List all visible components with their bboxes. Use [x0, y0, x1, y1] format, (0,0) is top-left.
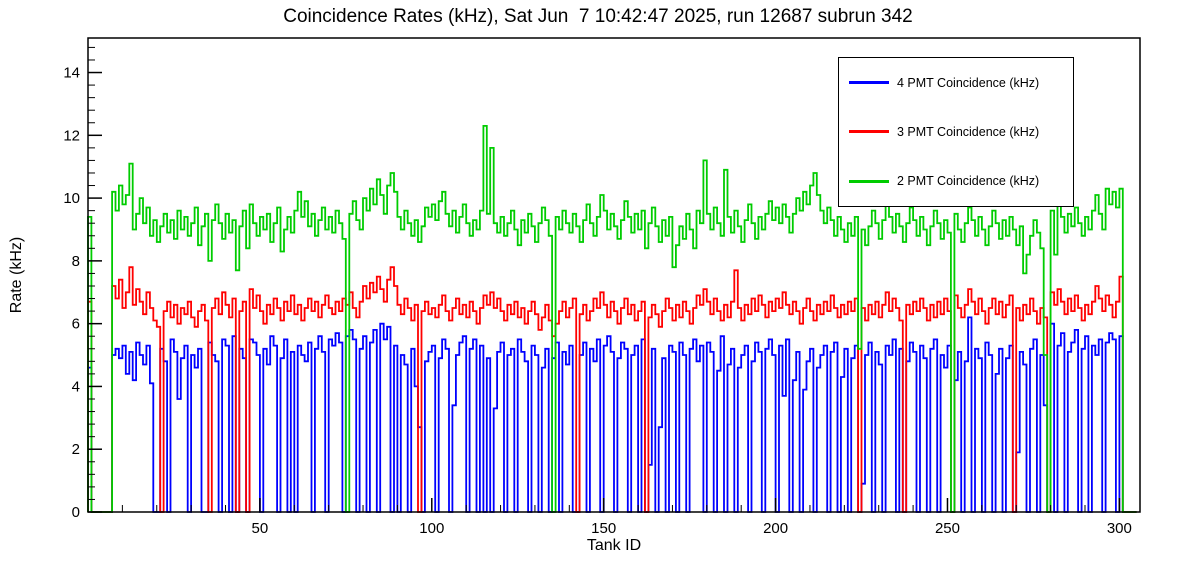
legend-entry-2pmt: 2 PMT Coincidence (kHz): [839, 174, 1073, 188]
tick-label: 14: [63, 65, 80, 82]
tick-label: 2: [72, 441, 80, 458]
tick-label: 100: [419, 520, 444, 537]
tick-label: 10: [63, 190, 80, 207]
tick-label: 250: [935, 520, 960, 537]
tick-label: 0: [72, 504, 80, 521]
series-path-1: [87, 266, 1137, 513]
tick-label: 4: [72, 378, 80, 395]
legend-label-4pmt: 4 PMT Coincidence (kHz): [897, 75, 1040, 90]
tick-label: 300: [1107, 520, 1132, 537]
series-path-2: [87, 125, 1137, 513]
tick-label: 200: [763, 520, 788, 537]
legend-line-icon: [849, 81, 889, 85]
chart-title: Coincidence Rates (kHz), Sat Jun 7 10:42…: [283, 6, 913, 27]
tick-label: 50: [252, 520, 269, 537]
legend-line-icon: [849, 179, 889, 183]
tick-label: 12: [63, 127, 80, 144]
tick-label: 150: [591, 520, 616, 537]
legend: 4 PMT Coincidence (kHz) 3 PMT Coincidenc…: [838, 57, 1074, 207]
legend-entry-4pmt: 4 PMT Coincidence (kHz): [839, 76, 1073, 90]
x-axis-label: Tank ID: [586, 537, 642, 554]
plot-frame: [87, 37, 1141, 513]
y-axis-label: Rate (kHz): [8, 236, 25, 314]
legend-line-icon: [849, 130, 889, 134]
legend-entry-3pmt: 3 PMT Coincidence (kHz): [839, 125, 1073, 139]
tick-label: 6: [72, 316, 80, 333]
tick-label: 8: [72, 253, 80, 270]
legend-label-2pmt: 2 PMT Coincidence (kHz): [897, 174, 1040, 189]
legend-label-3pmt: 3 PMT Coincidence (kHz): [897, 124, 1040, 139]
